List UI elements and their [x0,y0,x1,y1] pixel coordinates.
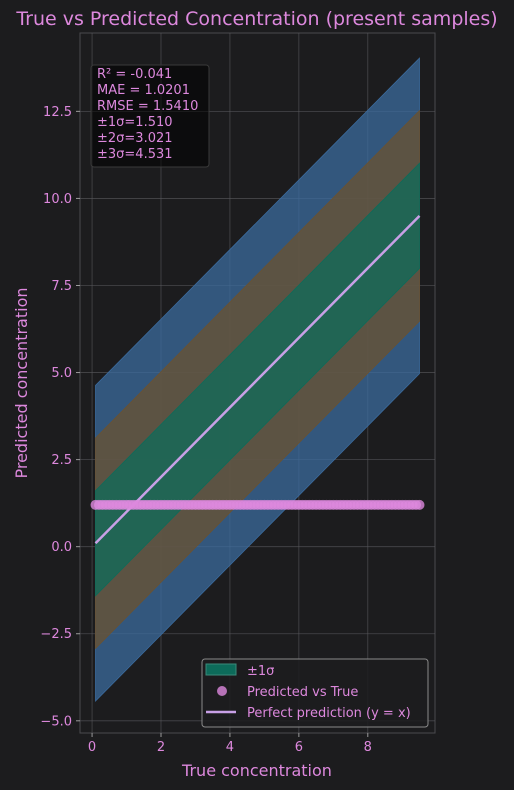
y-tick-label: 0.0 [51,540,72,555]
scatter-points [90,499,425,510]
x-tick-label: 2 [157,740,165,755]
x-axis-label: True concentration [181,761,332,780]
legend-label-line: Perfect prediction (y = x) [247,706,411,721]
chart-title: True vs Predicted Concentration (present… [15,8,497,30]
legend-label-scatter: Predicted vs True [247,685,358,700]
stats-line: ±1σ=1.510 [97,115,173,130]
legend-label-band: ±1σ [247,664,274,679]
y-tick-label: 12.5 [43,105,72,120]
legend: ±1σ Predicted vs True Perfect prediction… [201,658,429,728]
stats-line: R² = -0.041 [97,67,172,82]
y-tick-label: −5.0 [40,714,72,729]
y-tick-label: 2.5 [51,453,72,468]
x-tick-label: 0 [88,740,96,755]
y-tick-label: 7.5 [51,279,72,294]
x-tick-label: 4 [226,740,234,755]
stats-box [90,64,210,168]
legend-marker-swatch [217,686,227,696]
y-tick-label: 10.0 [43,192,72,207]
legend-band-swatch [205,663,237,676]
perfect-prediction-line [94,214,421,545]
legend-box [201,658,429,728]
perfect-prediction-line-path [94,214,421,545]
y-axis-label: Predicted concentration [12,287,31,478]
scatter-point [414,499,425,510]
stats-line: ±3σ=4.531 [97,147,173,162]
y-tick-label: −2.5 [40,627,72,642]
axes-frame [79,32,436,734]
plot-area [79,32,436,734]
x-tick-label: 8 [364,740,372,755]
x-axis-ticks: 0 2 4 6 8 [88,733,372,755]
y-axis-ticks: −5.0 −2.5 0.0 2.5 5.0 7.5 10.0 12.5 [40,105,80,729]
stats-line: RMSE = 1.5410 [97,99,198,114]
y-tick-label: 5.0 [51,366,72,381]
x-tick-label: 6 [295,740,303,755]
stats-line: MAE = 1.0201 [97,83,190,98]
stats-line: ±2σ=3.021 [97,131,173,146]
